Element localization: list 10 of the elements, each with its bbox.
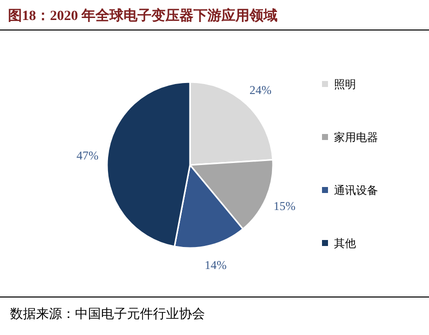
- data-label: 15%: [274, 198, 296, 213]
- legend-label: 通讯设备: [334, 184, 378, 197]
- source-note: 数据来源：中国电子元件行业协会: [10, 306, 205, 321]
- data-label: 47%: [76, 148, 98, 162]
- data-label: 24%: [250, 82, 272, 97]
- legend-label: 其他: [334, 237, 356, 250]
- chart-title: 图18：2020 年全球电子变压器下游应用领域: [8, 7, 278, 24]
- legend-label: 照明: [334, 79, 356, 91]
- data-label: 14%: [204, 258, 227, 272]
- legend-label: 家用电器: [334, 131, 378, 144]
